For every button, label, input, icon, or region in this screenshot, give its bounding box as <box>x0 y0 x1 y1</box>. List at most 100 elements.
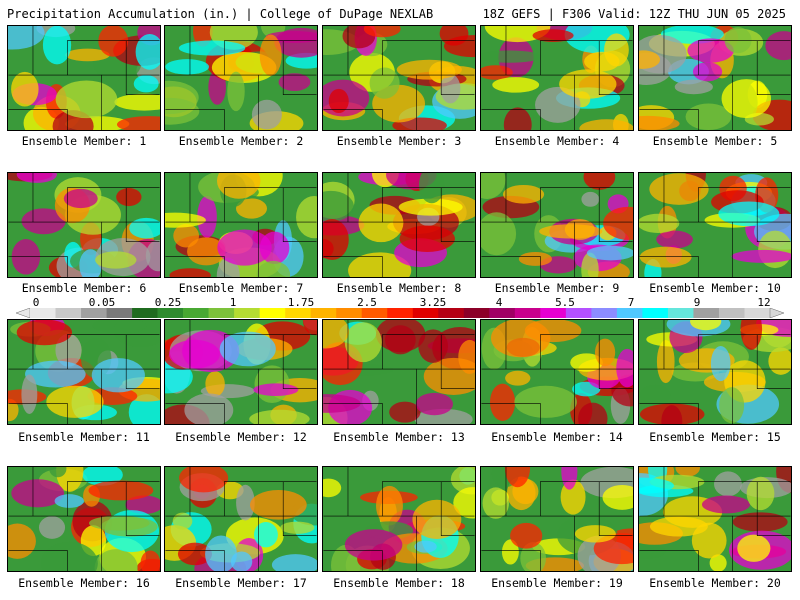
state-border <box>323 256 383 277</box>
precip-blob <box>88 480 154 501</box>
precip-blob <box>578 402 608 424</box>
state-border <box>382 221 417 277</box>
precip-blob <box>259 34 282 76</box>
precip-blob <box>586 245 633 261</box>
precip-field <box>323 26 475 130</box>
precip-blob <box>129 217 160 239</box>
precip-blob <box>323 219 349 261</box>
ensemble-member-map <box>164 319 318 425</box>
colorbar-swatch <box>106 308 133 318</box>
precip-blob <box>639 50 661 69</box>
precip-blob <box>323 190 354 222</box>
state-border <box>8 334 160 370</box>
precip-blob <box>692 62 723 82</box>
state-border <box>165 109 225 130</box>
precip-blob <box>46 385 104 418</box>
ensemble-member-label: Ensemble Member: 6 <box>21 281 147 295</box>
precip-blob <box>40 541 98 571</box>
precip-blob <box>737 534 771 562</box>
state-border <box>224 74 259 130</box>
model-valid-time: 18Z GEFS | F306 Valid: 12Z THU JUN 05 20… <box>482 7 786 21</box>
precip-blob <box>11 479 65 508</box>
precip-blob <box>133 75 159 93</box>
precip-blob <box>710 346 731 382</box>
precip-blob <box>302 320 317 336</box>
precip-field <box>8 26 160 130</box>
precip-blob <box>731 249 791 263</box>
precip-blob <box>95 251 137 269</box>
colorbar-swatch <box>667 308 694 318</box>
ensemble-member-label: Ensemble Member: 9 <box>494 281 620 295</box>
precip-field <box>165 26 317 130</box>
precip-blob <box>8 26 45 50</box>
precip-field <box>481 320 633 424</box>
ensemble-member-label: Ensemble Member: 8 <box>336 281 462 295</box>
precip-blob <box>197 195 217 238</box>
precip-blob <box>583 173 616 190</box>
precip-blob <box>165 59 210 75</box>
colorbar-swatch <box>387 308 414 318</box>
state-border <box>8 481 160 517</box>
colorbar-swatch <box>55 308 82 318</box>
precip-field <box>8 467 160 571</box>
colorbar-swatch <box>565 308 592 318</box>
precip-blob <box>561 467 578 490</box>
ensemble-member-map <box>480 25 634 131</box>
precip-blob <box>236 484 255 521</box>
precip-blob <box>205 535 237 571</box>
colorbar-swatch <box>718 308 745 318</box>
precip-field <box>639 26 791 130</box>
precip-blob <box>49 467 67 478</box>
precip-blob <box>256 260 291 277</box>
ensemble-member-label: Ensemble Member: 18 <box>333 576 465 590</box>
precip-blob <box>116 188 142 207</box>
precip-field <box>8 173 160 277</box>
colorbar-swatch <box>361 308 388 318</box>
precip-blob <box>724 27 752 54</box>
precip-blob <box>11 239 41 275</box>
precip-blob <box>125 495 160 514</box>
precip-blob <box>92 320 147 334</box>
ensemble-member-label: Ensemble Member: 16 <box>18 576 150 590</box>
ensemble-member-map <box>480 466 634 572</box>
precip-blob <box>376 485 403 526</box>
colorbar-swatch <box>489 308 516 318</box>
ensemble-member-label: Ensemble Member: 15 <box>649 430 781 444</box>
state-border <box>224 221 259 277</box>
precip-blob <box>482 487 510 519</box>
colorbar-tick-label: 1 <box>229 296 237 309</box>
ensemble-member-label: Ensemble Member: 14 <box>491 430 623 444</box>
ensemble-member-label: Ensemble Member: 13 <box>333 430 465 444</box>
colorbar-swatch <box>616 308 643 318</box>
precip-blob <box>21 208 66 235</box>
colorbar-swatch <box>412 308 439 318</box>
ensemble-member-label: Ensemble Member: 11 <box>18 430 150 444</box>
ensemble-member-map <box>638 25 792 131</box>
state-border <box>756 334 791 389</box>
precip-blob <box>140 550 160 571</box>
colorbar-swatch <box>234 308 260 318</box>
precip-blob <box>520 542 547 571</box>
precip-blob <box>280 521 315 534</box>
colorbar-swatch <box>463 308 490 318</box>
state-border <box>382 74 417 130</box>
precip-blob <box>165 97 200 125</box>
precip-blob <box>396 59 462 80</box>
state-border <box>756 187 791 242</box>
precip-blob <box>514 385 577 418</box>
precip-blob <box>16 173 57 183</box>
precip-blob <box>418 173 445 204</box>
state-border <box>125 481 160 536</box>
state-border <box>323 550 383 571</box>
state-border <box>639 109 699 130</box>
precip-blob <box>399 225 455 252</box>
ensemble-member-map <box>480 172 634 278</box>
colorbar-swatch <box>693 308 720 318</box>
state-border <box>481 334 633 370</box>
precip-blob <box>250 490 307 520</box>
precip-blob <box>639 115 680 130</box>
precip-blob <box>187 237 226 266</box>
precip-blob <box>412 499 462 540</box>
precip-blob <box>296 196 317 239</box>
state-border <box>224 515 259 571</box>
